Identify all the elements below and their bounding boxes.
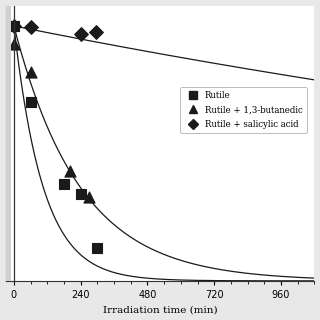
Point [95,245,100,250]
Point [11,23,16,28]
Point [61,181,67,187]
Point [86,194,92,199]
Point [11,41,16,46]
Point [28,69,33,74]
Legend: Rutile, Rutile + 1,3-butanedic, Rutile + salicylic acid: Rutile, Rutile + 1,3-butanedic, Rutile +… [180,87,307,133]
Bar [5,5,11,281]
Point [78,31,83,36]
Point [78,192,83,197]
Point [93,30,99,35]
Point [11,23,16,28]
X-axis label: Irradiation time (min): Irradiation time (min) [103,306,217,315]
Point [28,100,33,105]
Point [67,169,72,174]
Point [28,25,33,30]
